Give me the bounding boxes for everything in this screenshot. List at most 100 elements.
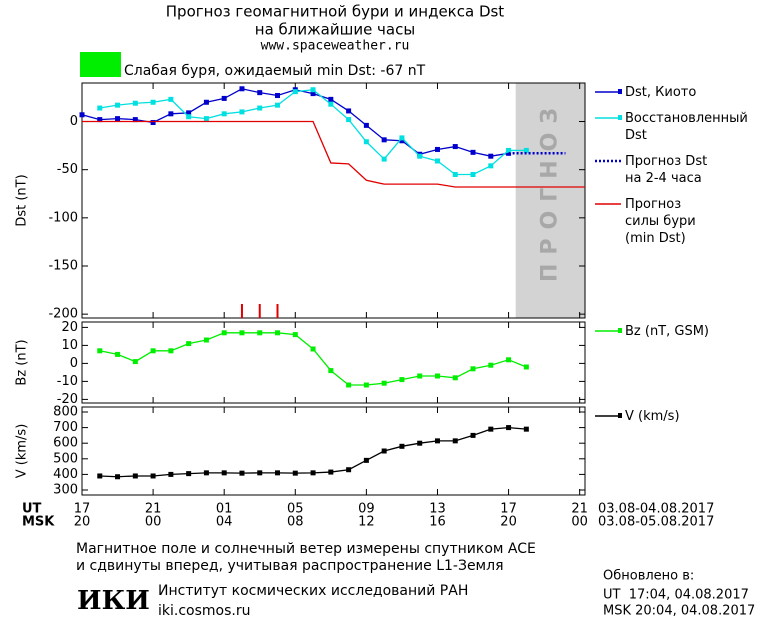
y-tick-label: -200 (48, 307, 78, 322)
legend: Bz (nT, GSM) (594, 323, 709, 349)
x-tick-label: 09 (358, 502, 375, 517)
title: Прогноз геомагнитной бури и индекса Dst (166, 3, 505, 21)
data-point (221, 111, 227, 117)
legend: V (km/s) (594, 408, 680, 434)
data-point (523, 426, 529, 432)
data-point (150, 473, 156, 479)
x-tick-label: 21 (571, 502, 588, 517)
y-tick-label: -100 (48, 210, 78, 225)
y-axis-label: Dst (nT) (15, 174, 30, 226)
data-point (346, 108, 352, 114)
data-point (434, 146, 440, 152)
data-point (310, 91, 316, 97)
data-point (115, 102, 121, 108)
footer-note: и сдвинуты вперед, учитывая распростране… (76, 558, 504, 574)
subtitle: на ближайшие часы (255, 21, 415, 39)
x-tick-label-msk: 00 (571, 515, 588, 530)
x-tick-label: 21 (145, 502, 162, 517)
data-point (257, 90, 263, 96)
data-point (470, 171, 476, 177)
updated-ut: UT 17:04, 04.08.2017 (603, 588, 749, 603)
series-line (99, 89, 527, 176)
legend-swatch (595, 115, 622, 120)
data-point (97, 105, 103, 111)
data-point (168, 111, 174, 117)
data-point (203, 99, 209, 105)
data-point (363, 457, 369, 463)
data-point (115, 351, 121, 357)
series-line (99, 426, 527, 478)
legend-swatch (595, 328, 622, 333)
data-point (381, 137, 387, 143)
data-point (381, 156, 387, 162)
legend-label: Прогноз силы бури (min Dst) (625, 197, 696, 246)
data-point (434, 438, 440, 444)
y-tick-label: -50 (57, 162, 78, 177)
x-tick-label: 17 (500, 502, 517, 517)
forecast-label: ПРОГНОЗ (537, 99, 562, 282)
data-point (257, 105, 263, 111)
y-tick-label: 0 (70, 114, 78, 129)
data-point (186, 114, 192, 120)
data-point (221, 330, 227, 336)
data-point (239, 86, 245, 92)
legend-marker (618, 413, 622, 418)
panel-frame (81, 82, 586, 319)
data-point (292, 89, 298, 95)
y-tick-label: 400 (53, 467, 78, 482)
legend-marker (618, 115, 622, 120)
data-point (239, 109, 245, 115)
panel-frame (81, 406, 586, 496)
y-tick-label: -10 (57, 374, 78, 389)
data-point (506, 357, 512, 363)
data-point (168, 96, 174, 102)
data-point (310, 346, 316, 352)
y-tick-label: 600 (53, 436, 78, 451)
data-point (97, 117, 103, 123)
data-point (434, 158, 440, 164)
data-point (346, 382, 352, 388)
data-point (381, 380, 387, 386)
legend-item: Восстановленный Dst (594, 110, 748, 144)
data-point (97, 473, 103, 479)
data-point (363, 382, 369, 388)
data-point (310, 87, 316, 93)
data-point (452, 144, 458, 150)
institute: Институт космических исследований РАН (158, 583, 468, 599)
data-point (363, 139, 369, 145)
legend-label: Dst, Киото (625, 85, 697, 100)
data-point (132, 473, 138, 479)
data-point (470, 366, 476, 372)
data-point (221, 95, 227, 101)
panel-frame (81, 321, 586, 404)
data-point (399, 135, 405, 141)
x-tick-label-msk: 12 (358, 515, 375, 530)
data-point (381, 448, 387, 454)
data-point (203, 337, 209, 343)
x-tick-label: 13 (429, 502, 446, 517)
data-point (452, 438, 458, 444)
legend-label: Прогноз Dst на 2-4 часа (625, 154, 708, 186)
updated-title: Обновлено в: (603, 569, 694, 584)
data-point (488, 163, 494, 169)
data-point (488, 362, 494, 368)
legend-swatch (595, 203, 621, 205)
data-point (506, 147, 512, 153)
x-tick-label: 01 (216, 502, 233, 517)
data-point (115, 474, 121, 480)
data-point (275, 93, 281, 99)
data-point (346, 467, 352, 473)
data-point (150, 119, 156, 125)
legend-item: Bz (nT, GSM) (594, 323, 709, 340)
data-point (470, 149, 476, 155)
data-point (488, 153, 494, 159)
forecast-region (515, 83, 585, 318)
legend-item: Dst, Киото (594, 84, 748, 101)
data-point (399, 377, 405, 383)
legend-label: V (km/s) (625, 409, 680, 424)
institute-url: iki.cosmos.ru (158, 603, 250, 619)
data-point (434, 373, 440, 379)
data-point (506, 425, 512, 431)
